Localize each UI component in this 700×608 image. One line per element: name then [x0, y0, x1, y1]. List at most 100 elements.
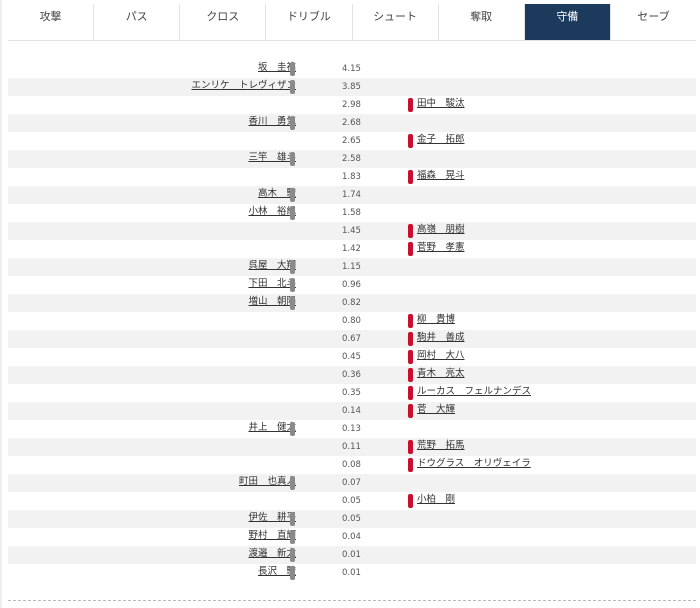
player-score: 3.85 [342, 82, 361, 92]
away-team-marker [408, 170, 413, 184]
home-player-name-link[interactable]: 小林 裕紀 [248, 206, 296, 217]
player-row: 小柏 剛 0.05 [8, 492, 696, 510]
away-team-marker [408, 404, 413, 418]
player-row: 呉屋 大翔 1.15 [8, 258, 696, 276]
away-player-name-link[interactable]: 菅 大輝 [417, 404, 456, 415]
away-player-name-link[interactable]: 菅野 孝憲 [417, 242, 465, 253]
bottom-divider [8, 600, 696, 601]
player-score: 0.80 [342, 316, 361, 326]
player-score: 0.01 [342, 568, 361, 578]
tab-shoot[interactable]: シュート [353, 4, 439, 40]
away-player-name-link[interactable]: 青木 亮太 [417, 368, 465, 379]
player-score: 1.58 [342, 208, 361, 218]
player-row: 菅 大輝 0.14 [8, 402, 696, 420]
player-row: 金子 拓郎 2.65 [8, 132, 696, 150]
player-row: 福森 晃斗 1.83 [8, 168, 696, 186]
home-player-name-link[interactable]: 呉屋 大翔 [248, 260, 296, 271]
away-team-marker [408, 368, 413, 382]
page-left-border [0, 0, 2, 608]
player-row: 高嶺 朋樹 1.45 [8, 222, 696, 240]
player-score: 0.36 [342, 370, 361, 380]
player-row: 下田 北斗 0.96 [8, 276, 696, 294]
home-player-name-link[interactable]: 井上 健太 [248, 422, 296, 433]
tab-pass[interactable]: パス [94, 4, 181, 40]
away-player-name-link[interactable]: 田中 駿汰 [417, 98, 465, 109]
home-team-marker [290, 152, 295, 166]
home-player-name-link[interactable]: 増山 朝陽 [248, 296, 296, 307]
player-score: 4.15 [342, 64, 361, 74]
home-player-name-link[interactable]: 三竿 雄斗 [248, 152, 296, 163]
away-player-name-link[interactable]: 岡村 大八 [417, 350, 465, 361]
home-player-name-link[interactable]: 渡邉 新太 [248, 548, 296, 559]
home-player-name-link[interactable]: 坂 圭祐 [257, 62, 296, 73]
player-row: 野村 直輝 0.04 [8, 528, 696, 546]
stat-category-tabs: 攻撃 パス クロス ドリブル シュート 奪取 守備 セーブ [8, 4, 696, 40]
home-player-name-link[interactable]: 野村 直輝 [248, 530, 296, 541]
away-team-marker [408, 350, 413, 364]
player-row: エンリケ トレヴィザン 3.85 [8, 78, 696, 96]
player-row: 三竿 雄斗 2.58 [8, 150, 696, 168]
player-score: 0.13 [342, 424, 361, 434]
home-player-name-link[interactable]: 町田 也真人 [238, 476, 296, 487]
tab-save[interactable]: セーブ [637, 10, 670, 23]
home-team-marker [290, 260, 295, 274]
player-row: 香川 勇気 2.68 [8, 114, 696, 132]
home-player-name-link[interactable]: 長沢 駿 [257, 566, 296, 577]
player-score: 0.14 [342, 406, 361, 416]
home-team-marker [290, 512, 295, 526]
away-team-marker [408, 332, 413, 346]
home-team-marker [290, 422, 295, 436]
tab-cross[interactable]: クロス [180, 4, 267, 40]
away-player-name-link[interactable]: 高嶺 朋樹 [417, 224, 465, 235]
home-team-marker [290, 188, 295, 202]
away-player-name-link[interactable]: ドウグラス オリヴェイラ [417, 458, 531, 469]
home-player-name-link[interactable]: 下田 北斗 [248, 278, 296, 289]
home-team-marker [290, 278, 295, 292]
away-player-name-link[interactable]: 金子 拓郎 [417, 134, 465, 145]
home-player-name-link[interactable]: 香川 勇気 [248, 116, 296, 127]
away-player-name-link[interactable]: ルーカス フェルナンデス [417, 386, 532, 397]
player-score: 0.05 [342, 514, 361, 524]
tab-defense[interactable]: 守備 [524, 4, 611, 40]
player-row: 長沢 駿 0.01 [8, 564, 696, 582]
player-score: 0.07 [342, 478, 361, 488]
away-team-marker [408, 440, 413, 454]
away-player-name-link[interactable]: 小柏 剛 [417, 494, 456, 505]
player-row: 荒野 拓馬 0.11 [8, 438, 696, 456]
away-team-marker [408, 494, 413, 508]
away-team-marker [408, 242, 413, 256]
player-row: 青木 亮太 0.36 [8, 366, 696, 384]
home-player-name-link[interactable]: 高木 駿 [257, 188, 296, 199]
player-score: 2.68 [342, 118, 361, 128]
player-row: ドウグラス オリヴェイラ 0.08 [8, 456, 696, 474]
player-score: 1.42 [342, 244, 361, 254]
player-score: 0.01 [342, 550, 361, 560]
player-score: 0.82 [342, 298, 361, 308]
player-row: 田中 駿汰 2.98 [8, 96, 696, 114]
player-score: 0.35 [342, 388, 361, 398]
player-score: 0.11 [342, 442, 361, 452]
home-team-marker [290, 566, 295, 580]
away-player-name-link[interactable]: 福森 晃斗 [417, 170, 465, 181]
player-score: 1.45 [342, 226, 361, 236]
home-team-marker [290, 548, 295, 562]
home-player-name-link[interactable]: エンリケ トレヴィザン [191, 80, 296, 91]
tab-steal[interactable]: 奪取 [439, 4, 525, 40]
player-row: 菅野 孝憲 1.42 [8, 240, 696, 258]
home-team-marker [290, 530, 295, 544]
player-row: 小林 裕紀 1.58 [8, 204, 696, 222]
player-score: 0.08 [342, 460, 361, 470]
home-player-name-link[interactable]: 伊佐 耕平 [248, 512, 296, 523]
away-team-marker [408, 386, 413, 400]
tab-dribble[interactable]: ドリブル [266, 4, 353, 40]
player-score: 2.58 [342, 154, 361, 164]
player-score: 0.04 [342, 532, 361, 542]
away-team-marker [408, 458, 413, 472]
tab-attack[interactable]: 攻撃 [8, 4, 95, 40]
home-team-marker [290, 80, 295, 94]
away-player-name-link[interactable]: 駒井 善成 [417, 332, 465, 343]
player-score: 0.67 [342, 334, 361, 344]
away-player-name-link[interactable]: 荒野 拓馬 [417, 440, 465, 451]
player-score: 1.15 [342, 262, 361, 272]
away-player-name-link[interactable]: 柳 貴博 [417, 314, 456, 325]
